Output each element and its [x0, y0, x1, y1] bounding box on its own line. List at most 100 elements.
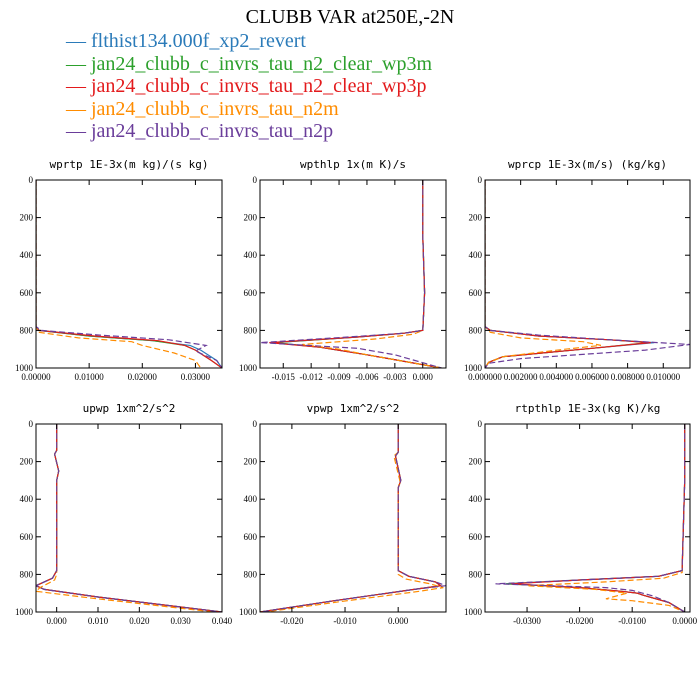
- series-line: [505, 424, 686, 612]
- y-tick-label: 800: [20, 569, 34, 579]
- y-tick-label: 1000: [15, 363, 34, 373]
- x-tick-label: 0.000: [388, 616, 409, 626]
- legend-dash: —: [66, 97, 91, 120]
- series-line: [269, 180, 442, 368]
- y-tick-label: 400: [469, 494, 483, 504]
- y-tick-label: 600: [469, 288, 483, 298]
- y-tick-label: 600: [244, 532, 258, 542]
- x-tick-label: -0.015: [272, 372, 296, 382]
- figure-title: CLUBB VAR at250E,-2N: [245, 6, 455, 28]
- plot-frame: [259, 179, 447, 369]
- series-line: [36, 424, 222, 612]
- x-tick-label: -0.0100: [618, 616, 646, 626]
- series-line: [511, 424, 686, 612]
- chart-panel: wprtp 1E-3x(m kg)/(s kg) 0 200 400 600 800 100…: [15, 158, 223, 382]
- legend-item: — flthist134.000f_xp2_revert: [66, 30, 432, 53]
- y-tick-label: 1000: [239, 607, 258, 617]
- y-tick-label: 800: [244, 325, 258, 335]
- series-line: [36, 424, 214, 612]
- y-tick-label: 800: [20, 325, 34, 335]
- y-tick-label: 600: [469, 532, 483, 542]
- series-line: [485, 180, 690, 368]
- x-tick-label: 0.030: [171, 616, 192, 626]
- y-tick-label: 0: [478, 419, 483, 429]
- y-tick-label: 400: [20, 494, 34, 504]
- legend-item: — jan24_clubb_c_invrs_tau_n2m: [66, 98, 432, 121]
- y-tick-label: 200: [244, 213, 258, 223]
- series-line: [36, 180, 222, 368]
- x-tick-label: 0.000: [47, 616, 68, 626]
- x-tick-label: 0.00000: [21, 372, 51, 382]
- series-line: [36, 424, 222, 612]
- y-tick-label: 600: [244, 288, 258, 298]
- y-tick-label: 400: [244, 494, 258, 504]
- x-tick-label: 0.002000: [504, 372, 538, 382]
- legend-label: jan24_clubb_c_invrs_tau_n2m: [91, 97, 339, 120]
- plot-frame: [35, 423, 223, 613]
- chart-panel: wpthlp 1x(m K)/s02004006008001000-0.015-…: [239, 158, 447, 382]
- legend-label: jan24_clubb_c_invrs_tau_n2_clear_wp3m: [91, 52, 433, 75]
- series-line: [505, 424, 686, 612]
- x-tick-label: -0.010: [333, 616, 357, 626]
- chart-panel: wprcp 1E-3x(m/s) (kg/kg) 0 200 400 600 800 100…: [464, 158, 691, 382]
- y-tick-label: 200: [20, 213, 34, 223]
- y-tick-label: 1000: [15, 607, 34, 617]
- x-tick-label: -0.020: [280, 616, 304, 626]
- series-line: [527, 424, 686, 612]
- series-line: [485, 180, 655, 368]
- y-tick-label: 1000: [239, 363, 258, 373]
- series-line: [36, 180, 202, 368]
- y-tick-label: 1000: [464, 363, 483, 373]
- y-tick-label: 800: [244, 569, 258, 579]
- plot-frame: [484, 423, 691, 613]
- y-tick-label: 200: [469, 213, 483, 223]
- series-line: [36, 180, 222, 368]
- x-tick-label: 0.000: [413, 372, 434, 382]
- x-tick-label: 0.01000: [75, 372, 105, 382]
- legend-item: — jan24_clubb_c_invrs_tau_n2_clear_wp3p: [66, 75, 432, 98]
- series-line: [36, 180, 222, 368]
- x-tick-label: 0.020: [129, 616, 150, 626]
- x-tick-label: 0.004000: [539, 372, 573, 382]
- x-tick-label: -0.012: [300, 372, 323, 382]
- legend-label: jan24_clubb_c_invrs_tau_n2p: [91, 120, 334, 142]
- series-line: [260, 424, 443, 612]
- series-line: [260, 424, 446, 612]
- y-tick-label: 800: [469, 325, 483, 335]
- legend-dash: —: [66, 30, 91, 52]
- y-tick-label: 800: [469, 569, 483, 579]
- x-tick-label: 0.000000: [468, 372, 502, 382]
- legend-dash: —: [66, 75, 91, 97]
- chart-title: wpthlp 1x(m K)/s: [300, 158, 406, 171]
- x-tick-label: 0.006000: [575, 372, 609, 382]
- legend-label: jan24_clubb_c_invrs_tau_n2_clear_wp3p: [91, 75, 427, 97]
- chart-panel: vpwp 1xm^2/s^2 0 200 400 600 800 1000 -0.020 -0.…: [239, 402, 447, 626]
- x-tick-label: -0.0200: [566, 616, 594, 626]
- chart-panel: upwp 1xm^2/s^2 0 200 400 600 800 1000 0.000 0.01…: [15, 402, 233, 626]
- legend-label: flthist134.000f_xp2_revert: [91, 30, 306, 52]
- series-line: [36, 424, 222, 612]
- y-tick-label: 1000: [464, 607, 483, 617]
- y-tick-label: 0: [253, 175, 258, 185]
- series-line: [260, 424, 443, 612]
- chart-title: vpwp 1xm^2/s^2: [307, 402, 400, 415]
- series-line: [260, 424, 443, 612]
- plot-frame: [259, 423, 447, 613]
- series-line: [485, 180, 602, 368]
- x-tick-label: 0.008000: [611, 372, 645, 382]
- y-tick-label: 0: [29, 419, 34, 429]
- x-tick-label: 0.040: [212, 616, 233, 626]
- x-tick-label: 0.03000: [181, 372, 211, 382]
- y-tick-label: 600: [20, 288, 34, 298]
- y-tick-label: 0: [478, 175, 483, 185]
- y-tick-label: 400: [20, 250, 34, 260]
- chart-title: rtpthlp 1E-3x(kg K)/kg: [515, 402, 661, 415]
- x-tick-label: -0.009: [327, 372, 351, 382]
- y-tick-label: 200: [244, 457, 258, 467]
- series-line: [260, 180, 442, 368]
- chart-title: upwp 1xm^2/s^2: [83, 402, 176, 415]
- series-line: [495, 424, 686, 612]
- legend: — flthist134.000f_xp2_revert — jan24_clu…: [66, 30, 432, 143]
- x-tick-label: 0.0000: [672, 616, 697, 626]
